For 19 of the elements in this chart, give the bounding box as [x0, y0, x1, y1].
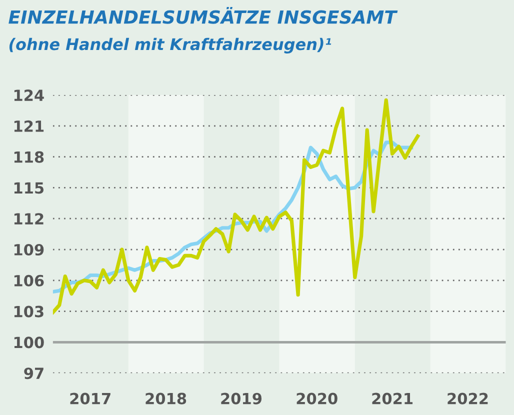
chart-subtitle: (ohne Handel mit Kraftfahrzeugen)¹ — [9, 38, 332, 54]
y-tick-label: 115 — [14, 182, 44, 194]
x-tick-label: 2019 — [221, 392, 262, 404]
y-tick-label: 124 — [14, 90, 44, 101]
x-tick-label: 2022 — [448, 392, 488, 404]
x-tick-label: 2018 — [146, 392, 186, 404]
y-tick-label: 97 — [24, 368, 44, 380]
chart-title: EINZELHANDELSUMSÄTZE INSGESAMT — [8, 6, 398, 24]
x-tick-label: 2017 — [70, 392, 110, 404]
x-tick-label: 2020 — [296, 392, 338, 404]
y-tick-label: 121 — [14, 120, 44, 132]
y-tick-label: 109 — [14, 244, 44, 256]
line-series — [52, 98, 420, 314]
y-tick-label: 106 — [14, 274, 44, 286]
y-tick-label: 103 — [14, 306, 44, 318]
x-tick-label: 2021 — [372, 392, 413, 404]
y-tick-label: 112 — [14, 213, 44, 224]
y-tick-label: 100 — [14, 336, 44, 348]
y-tick-label: 118 — [14, 151, 44, 163]
